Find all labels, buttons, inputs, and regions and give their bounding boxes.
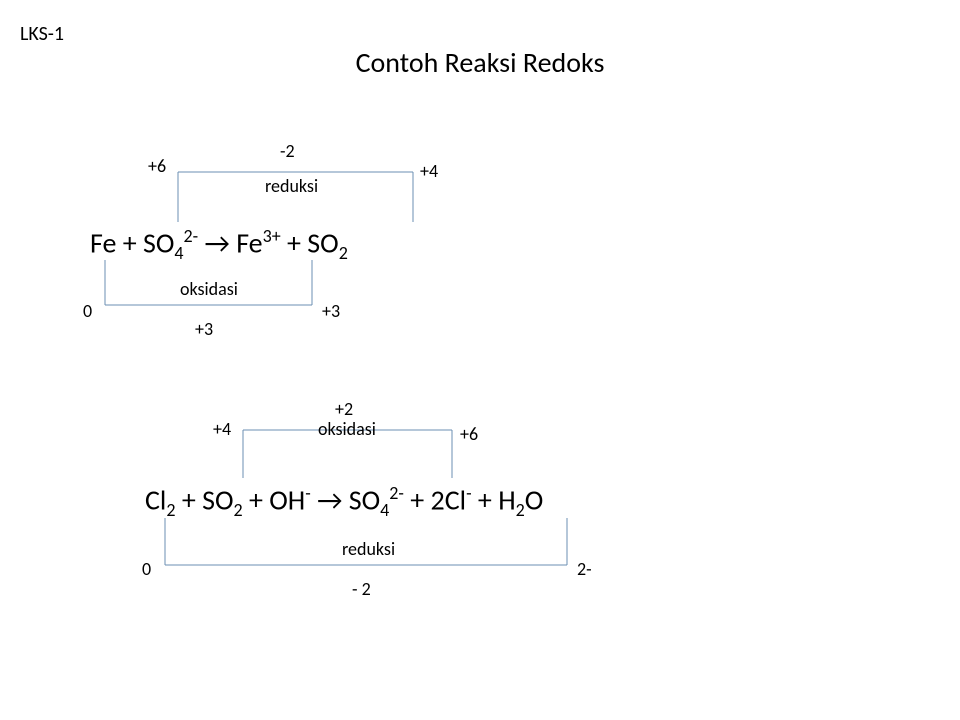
- r2-bot-right-state: 2-: [577, 558, 592, 580]
- r2-bot-label: reduksi: [342, 538, 395, 560]
- r2-bot-left-state: 0: [142, 558, 151, 580]
- r2-bottom-bracket: [0, 0, 960, 720]
- r2-bot-delta: - 2: [352, 578, 371, 600]
